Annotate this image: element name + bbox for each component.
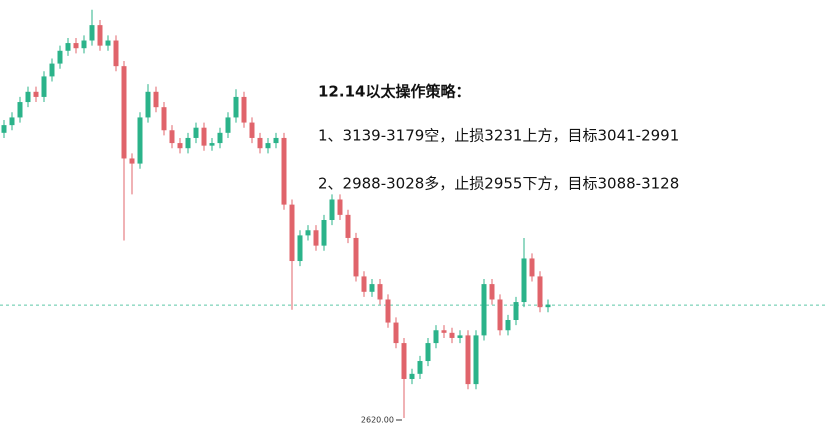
candle-body (265, 143, 271, 149)
candle-body (153, 91, 159, 108)
candle-body (145, 91, 151, 118)
candle-body (281, 137, 287, 205)
candle-body (529, 258, 535, 277)
candle-body (321, 220, 327, 246)
candle-body (65, 43, 71, 51)
candle-body (345, 214, 351, 238)
candle-body (193, 127, 199, 138)
candle-body (201, 127, 207, 146)
candle-body (185, 137, 191, 149)
candle-body (305, 230, 311, 236)
candle-body (41, 76, 47, 97)
candle-body (33, 91, 39, 97)
candle-body (497, 299, 503, 331)
candle-body (241, 96, 247, 123)
candle-body (289, 204, 295, 262)
candle-body (337, 199, 343, 215)
low-marker-label: 2620.00 (361, 416, 394, 425)
candle-body (169, 130, 175, 144)
candle-body (9, 117, 15, 126)
candle-body (513, 302, 519, 320)
candle-body (377, 284, 383, 300)
candle-body (17, 102, 23, 118)
candle-body (449, 332, 455, 338)
candle-body (137, 117, 143, 164)
candle-body (121, 66, 127, 159)
candle-body (273, 137, 279, 144)
candle-body (473, 335, 479, 385)
candle-body (521, 258, 527, 303)
candle-body (481, 284, 487, 336)
strategy-line: 2、2988-3028多，止损2955下方，目标3088-3128 (318, 175, 679, 193)
candle-body (409, 373, 415, 379)
candle-body (161, 107, 167, 131)
chart-title: 12.14以太操作策略： (318, 83, 470, 101)
candle-body (537, 276, 543, 308)
strategy-line: 1、3139-3179空，止损3231上方，目标3041-2991 (318, 127, 679, 145)
candle-body (97, 25, 103, 46)
candle-body (417, 361, 423, 374)
candle-body (89, 25, 95, 41)
candle-body (297, 235, 303, 262)
candle-body (313, 230, 319, 246)
candle-body (361, 276, 367, 292)
candle-body (81, 40, 87, 49)
candle-body (385, 299, 391, 323)
candle-body (401, 343, 407, 379)
candle-body (433, 330, 439, 344)
candle-body (393, 322, 399, 344)
candle-body (465, 335, 471, 385)
candle-body (441, 330, 447, 333)
candle-body (505, 320, 511, 331)
candle-body (353, 237, 359, 277)
candle-body (225, 117, 231, 133)
candle-body (489, 284, 495, 300)
candle-body (545, 304, 551, 308)
candle-body (457, 335, 463, 338)
candle-body (73, 43, 79, 49)
candle-body (249, 122, 255, 138)
candle-body (425, 343, 431, 362)
candle-body (177, 143, 183, 149)
candle-body (257, 137, 263, 149)
candle-body (49, 63, 55, 77)
candle-body (209, 143, 215, 146)
candle-body (25, 91, 31, 103)
candle-body (233, 96, 239, 118)
candle-body (217, 132, 223, 144)
candle-body (105, 40, 111, 46)
candle-body (57, 50, 63, 64)
candle-body (329, 199, 335, 220)
candle-body (1, 125, 7, 133)
candle-body (129, 158, 135, 164)
candle-body (369, 284, 375, 292)
candle-body (113, 40, 119, 67)
